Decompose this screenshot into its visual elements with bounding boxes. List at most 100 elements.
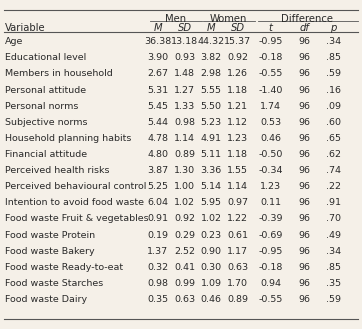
Text: Personal norms: Personal norms xyxy=(5,102,79,111)
Text: 96: 96 xyxy=(298,118,311,127)
Text: 1.37: 1.37 xyxy=(147,247,168,256)
Text: 1.26: 1.26 xyxy=(227,69,248,78)
Text: -0.95: -0.95 xyxy=(258,247,283,256)
Text: 1.14: 1.14 xyxy=(227,182,248,191)
Text: 96: 96 xyxy=(298,263,311,272)
Text: 0.19: 0.19 xyxy=(147,231,168,240)
Text: 0.61: 0.61 xyxy=(227,231,248,240)
Text: 0.30: 0.30 xyxy=(201,263,222,272)
Text: 5.11: 5.11 xyxy=(201,150,222,159)
Text: Personal attitude: Personal attitude xyxy=(5,86,87,94)
Text: .16: .16 xyxy=(326,86,341,94)
Text: p: p xyxy=(331,23,337,33)
Text: -0.55: -0.55 xyxy=(258,69,283,78)
Text: Household planning habits: Household planning habits xyxy=(5,134,132,143)
Text: 15.37: 15.37 xyxy=(224,37,251,46)
Text: Subjective norms: Subjective norms xyxy=(5,118,88,127)
Text: 0.11: 0.11 xyxy=(260,198,281,207)
Text: 2.67: 2.67 xyxy=(147,69,168,78)
Text: 5.23: 5.23 xyxy=(201,118,222,127)
Text: 4.91: 4.91 xyxy=(201,134,222,143)
Text: 1.14: 1.14 xyxy=(174,134,195,143)
Text: SD: SD xyxy=(231,23,245,33)
Text: .59: .59 xyxy=(326,69,341,78)
Text: 5.31: 5.31 xyxy=(147,86,168,94)
Text: -0.18: -0.18 xyxy=(258,53,283,62)
Text: 0.98: 0.98 xyxy=(147,279,168,288)
Text: .65: .65 xyxy=(326,134,341,143)
Text: 0.93: 0.93 xyxy=(174,53,195,62)
Text: 1.48: 1.48 xyxy=(174,69,195,78)
Text: 1.02: 1.02 xyxy=(174,198,195,207)
Text: Variable: Variable xyxy=(5,23,46,33)
Text: 5.44: 5.44 xyxy=(147,118,168,127)
Text: -0.95: -0.95 xyxy=(258,37,283,46)
Text: 96: 96 xyxy=(298,134,311,143)
Text: 36.38: 36.38 xyxy=(144,37,172,46)
Text: 1.23: 1.23 xyxy=(227,134,248,143)
Text: .91: .91 xyxy=(326,198,341,207)
Text: 96: 96 xyxy=(298,215,311,223)
Text: -0.18: -0.18 xyxy=(258,263,283,272)
Text: 96: 96 xyxy=(298,182,311,191)
Text: Intention to avoid food waste: Intention to avoid food waste xyxy=(5,198,144,207)
Text: 1.12: 1.12 xyxy=(227,118,248,127)
Text: 0.63: 0.63 xyxy=(227,263,248,272)
Text: .74: .74 xyxy=(326,166,341,175)
Text: Men: Men xyxy=(165,13,186,24)
Text: df: df xyxy=(299,23,310,33)
Text: 3.87: 3.87 xyxy=(147,166,168,175)
Text: 96: 96 xyxy=(298,166,311,175)
Text: .59: .59 xyxy=(326,295,341,304)
Text: 4.78: 4.78 xyxy=(147,134,168,143)
Text: 0.46: 0.46 xyxy=(260,134,281,143)
Text: .34: .34 xyxy=(326,247,341,256)
Text: 5.50: 5.50 xyxy=(201,102,222,111)
Text: M: M xyxy=(207,23,215,33)
Text: -0.50: -0.50 xyxy=(258,150,283,159)
Text: Women: Women xyxy=(210,13,247,24)
Text: -0.55: -0.55 xyxy=(258,295,283,304)
Text: 96: 96 xyxy=(298,198,311,207)
Text: Food waste Protein: Food waste Protein xyxy=(5,231,96,240)
Text: 1.22: 1.22 xyxy=(227,215,248,223)
Text: 0.53: 0.53 xyxy=(260,118,281,127)
Text: 0.97: 0.97 xyxy=(227,198,248,207)
Text: 0.92: 0.92 xyxy=(174,215,195,223)
Text: SD: SD xyxy=(177,23,191,33)
Text: 5.14: 5.14 xyxy=(201,182,222,191)
Text: Food waste Starches: Food waste Starches xyxy=(5,279,104,288)
Text: 96: 96 xyxy=(298,231,311,240)
Text: Age: Age xyxy=(5,37,24,46)
Text: 3.90: 3.90 xyxy=(147,53,168,62)
Text: 96: 96 xyxy=(298,150,311,159)
Text: 96: 96 xyxy=(298,279,311,288)
Text: 44.32: 44.32 xyxy=(198,37,225,46)
Text: 1.74: 1.74 xyxy=(260,102,281,111)
Text: 6.04: 6.04 xyxy=(147,198,168,207)
Text: Food waste Fruit & vegetables: Food waste Fruit & vegetables xyxy=(5,215,149,223)
Text: .60: .60 xyxy=(326,118,341,127)
Text: 1.55: 1.55 xyxy=(227,166,248,175)
Text: 0.35: 0.35 xyxy=(147,295,168,304)
Text: 1.21: 1.21 xyxy=(227,102,248,111)
Text: .35: .35 xyxy=(326,279,341,288)
Text: .85: .85 xyxy=(326,53,341,62)
Text: 1.33: 1.33 xyxy=(174,102,195,111)
Text: 0.89: 0.89 xyxy=(227,295,248,304)
Text: 1.27: 1.27 xyxy=(174,86,195,94)
Text: 5.25: 5.25 xyxy=(147,182,168,191)
Text: 2.52: 2.52 xyxy=(174,247,195,256)
Text: 0.63: 0.63 xyxy=(174,295,195,304)
Text: 1.18: 1.18 xyxy=(227,150,248,159)
Text: 96: 96 xyxy=(298,247,311,256)
Text: 96: 96 xyxy=(298,69,311,78)
Text: Members in household: Members in household xyxy=(5,69,113,78)
Text: Difference: Difference xyxy=(281,13,333,24)
Text: 96: 96 xyxy=(298,102,311,111)
Text: 2.98: 2.98 xyxy=(201,69,222,78)
Text: 96: 96 xyxy=(298,86,311,94)
Text: 1.17: 1.17 xyxy=(227,247,248,256)
Text: .49: .49 xyxy=(326,231,341,240)
Text: 1.30: 1.30 xyxy=(174,166,195,175)
